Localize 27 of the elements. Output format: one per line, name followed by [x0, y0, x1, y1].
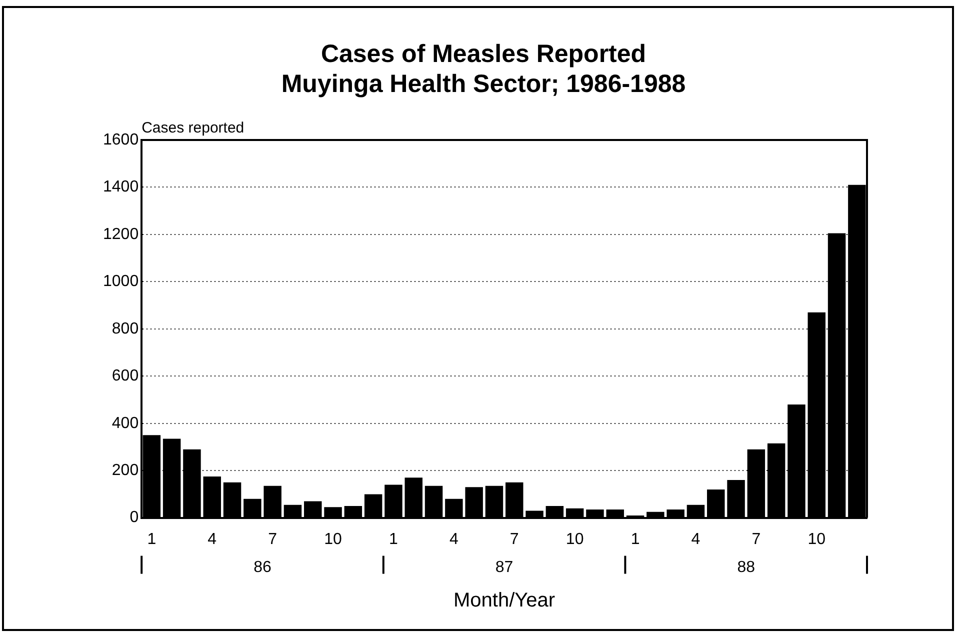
y-tick-label: 800: [112, 320, 139, 338]
y-tick-label: 1000: [103, 273, 139, 290]
x-tick-label: 1: [630, 530, 640, 548]
y-axis-title: Cases reported: [142, 120, 244, 137]
text: 86: [254, 559, 272, 576]
x-tick-label: 7: [268, 530, 278, 548]
y-tick-label: 0: [130, 509, 139, 526]
x-tick-label: 4: [691, 530, 700, 548]
y-tick-label: 200: [112, 462, 139, 479]
x-tick-label: 4: [449, 530, 458, 548]
x-tick-label: 10: [808, 530, 826, 548]
chart-title: Cases of Measles Reported Muyinga Health Sector; 1986-1988: [281, 40, 686, 98]
y-tick-label: 600: [112, 368, 139, 385]
x-tick-label: 10: [324, 530, 342, 548]
x-tick-label: 7: [510, 530, 519, 548]
y-tick-label: 1200: [103, 226, 139, 243]
text: 87: [495, 559, 514, 576]
y-tick-label: 1400: [103, 178, 139, 196]
x-tick-label: 7: [752, 530, 761, 548]
y-tick-label: 1600: [103, 131, 139, 148]
x-tick-label: 1: [389, 530, 398, 548]
y-tick-label: 400: [112, 414, 139, 432]
text: 88: [737, 559, 756, 576]
x-tick-label: 4: [208, 530, 217, 548]
x-axis-title: Month/Year: [454, 589, 556, 612]
x-tick-label: 1: [147, 530, 156, 548]
x-tick-label: 10: [566, 530, 584, 548]
